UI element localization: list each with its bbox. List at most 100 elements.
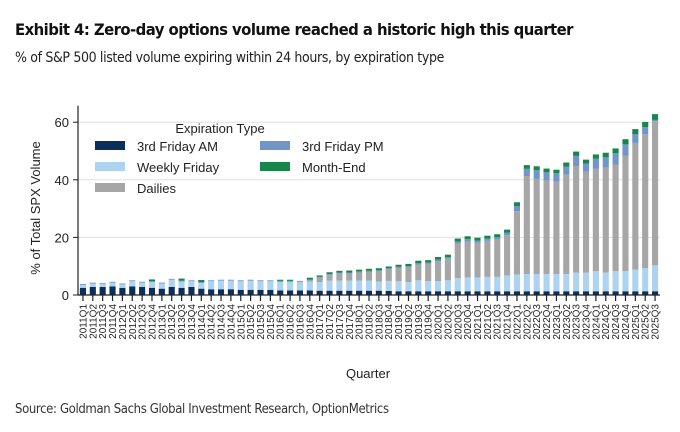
x-tick-label: 2015Q3	[256, 304, 267, 340]
bar-segment-3rd-friday-am	[533, 291, 540, 295]
bar-segment-3rd-friday-pm	[178, 280, 185, 282]
bar-segment-dailies	[375, 271, 382, 282]
bar-stack	[188, 280, 195, 295]
bar-segment-3rd-friday-pm	[425, 262, 432, 264]
bar-segment-3rd-friday-am	[208, 289, 215, 295]
x-tick-label: 2017Q4	[345, 304, 356, 340]
bar-segment-3rd-friday-pm	[573, 155, 580, 166]
axes	[77, 105, 660, 296]
bar-segment-weekly-friday	[425, 281, 432, 292]
bar-segment-month-end	[198, 280, 205, 283]
bar-stack	[533, 166, 540, 295]
bar-segment-3rd-friday-am	[158, 288, 165, 295]
bar-segment-3rd-friday-pm	[612, 153, 619, 165]
bar-segment-3rd-friday-pm	[188, 280, 195, 282]
x-tick-label: 2021Q4	[503, 304, 514, 340]
bar-segment-3rd-friday-am	[227, 289, 234, 295]
x-tick-label: 2018Q4	[384, 304, 395, 340]
bar-segment-dailies	[543, 180, 550, 274]
bar-stack	[139, 281, 146, 295]
bar-stack	[89, 282, 96, 295]
y-axis-label: % of Total SPX Volume	[28, 141, 43, 274]
bar-stack	[444, 254, 451, 295]
x-tick-label: 2018Q3	[374, 304, 385, 340]
bar-segment-weekly-friday	[158, 283, 165, 289]
bar-segment-3rd-friday-pm	[484, 238, 491, 241]
y-tick-label: 60	[55, 115, 69, 130]
bar-stack	[652, 114, 659, 295]
bar-segment-3rd-friday-pm	[375, 270, 382, 272]
bar-segment-3rd-friday-pm	[306, 279, 313, 281]
bar-stack	[642, 121, 649, 295]
bar-segment-month-end	[573, 151, 580, 156]
bar-segment-3rd-friday-am	[592, 291, 599, 295]
x-tick-label: 2025Q3	[651, 304, 662, 340]
legend-label: Weekly Friday	[137, 160, 220, 175]
bar-segment-weekly-friday	[563, 273, 570, 292]
bar-stack	[346, 270, 353, 295]
bar-segment-dailies	[622, 155, 629, 272]
x-tick-label: 2021Q3	[493, 304, 504, 340]
bar-segment-month-end	[652, 114, 659, 120]
bar-segment-month-end	[602, 152, 609, 158]
bar-segment-3rd-friday-am	[247, 289, 254, 295]
x-tick-label: 2012Q2	[128, 304, 139, 340]
x-tick-label: 2021Q1	[473, 304, 484, 340]
bar-segment-dailies	[563, 174, 570, 274]
gridlines	[78, 121, 660, 238]
bar-segment-3rd-friday-pm	[356, 271, 363, 273]
bar-stack	[296, 280, 304, 295]
bar-segment-dailies	[494, 239, 501, 277]
bar-segment-3rd-friday-pm	[168, 278, 175, 280]
bar-stack	[79, 284, 86, 295]
bar-segment-3rd-friday-pm	[563, 166, 570, 175]
bar-segment-weekly-friday	[336, 280, 343, 291]
bar-stack	[336, 270, 343, 295]
bar-segment-month-end	[513, 202, 521, 207]
x-tick-label: 2024Q3	[611, 304, 622, 340]
bar-segment-month-end	[425, 260, 432, 263]
bar-segment-weekly-friday	[296, 282, 304, 291]
bar-segment-3rd-friday-am	[464, 291, 471, 295]
x-axis-label: Quarter	[346, 366, 391, 381]
bar-segment-3rd-friday-am	[356, 290, 363, 295]
bar-segment-dailies	[415, 264, 422, 281]
bar-segment-dailies	[504, 235, 511, 276]
x-tick-label: 2016Q4	[305, 304, 316, 340]
bar-segment-month-end	[563, 162, 570, 167]
bar-stack	[612, 148, 619, 295]
bar-stack	[494, 234, 501, 295]
bar-segment-weekly-friday	[405, 282, 412, 292]
bar-segment-3rd-friday-am	[632, 291, 639, 295]
bar-segment-3rd-friday-am	[237, 289, 244, 295]
bar-segment-weekly-friday	[464, 277, 471, 292]
bar-segment-month-end	[415, 260, 422, 264]
x-tick-label: 2023Q3	[572, 304, 583, 340]
bar-stack	[474, 237, 481, 295]
bar-segment-3rd-friday-pm	[148, 281, 156, 283]
bar-segment-3rd-friday-am	[326, 290, 333, 295]
x-tick-label: 2014Q1	[197, 304, 208, 340]
x-tick-label: 2014Q4	[226, 304, 237, 340]
bar-segment-month-end	[405, 263, 412, 267]
bar-segment-weekly-friday	[306, 281, 313, 291]
bar-segment-dailies	[454, 243, 461, 279]
bar-stack	[602, 152, 609, 295]
bar-segment-dailies	[612, 164, 619, 272]
bar-segment-3rd-friday-am	[454, 291, 461, 295]
bar-stack	[553, 169, 560, 295]
bar-segment-weekly-friday	[99, 284, 106, 287]
bar-segment-weekly-friday	[632, 269, 639, 292]
legend-item: 3rd Friday AM	[95, 139, 218, 154]
bar-segment-3rd-friday-am	[504, 291, 511, 295]
bar-segment-3rd-friday-pm	[129, 280, 136, 282]
bar-segment-weekly-friday	[612, 271, 619, 292]
bar-segment-month-end	[346, 270, 353, 273]
bar-segment-3rd-friday-am	[79, 287, 86, 295]
bar-stack	[316, 275, 323, 295]
bar-segment-3rd-friday-pm	[385, 268, 392, 270]
bar-segment-weekly-friday	[553, 273, 560, 292]
x-tick-label: 2012Q1	[118, 304, 129, 340]
bar-segment-weekly-friday	[326, 280, 333, 291]
bar-segment-weekly-friday	[365, 280, 373, 291]
